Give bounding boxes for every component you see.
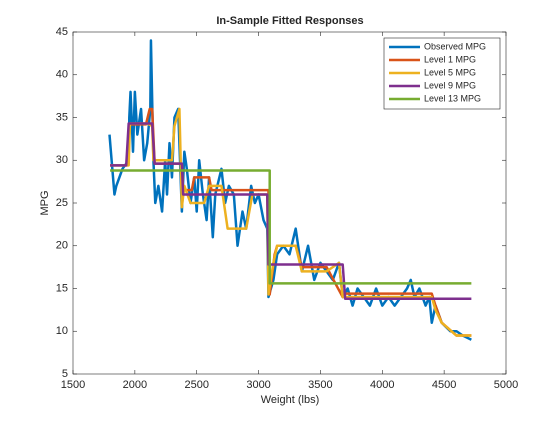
y-tick-label: 35	[56, 111, 68, 123]
data-line	[110, 169, 472, 285]
x-tick-label: 3500	[308, 379, 332, 391]
y-tick-label: 45	[56, 26, 68, 38]
data-line	[110, 122, 472, 301]
legend-label: Observed MPG	[424, 41, 486, 51]
y-tick-label: 40	[56, 69, 68, 81]
legend-label: Level 1 MPG	[424, 54, 476, 64]
x-tick-label: 1500	[61, 379, 85, 391]
y-tick-label: 30	[56, 154, 68, 166]
legend-label: Level 9 MPG	[424, 80, 476, 90]
y-tick-label: 25	[56, 197, 68, 209]
y-axis-label: MPG	[39, 190, 51, 215]
chart-title: In-Sample Fitted Responses	[216, 15, 363, 27]
x-tick-label: 2500	[184, 379, 208, 391]
y-tick-label: 10	[56, 325, 68, 337]
y-tick-label: 20	[56, 240, 68, 252]
y-tick-label: 5	[62, 368, 68, 380]
x-tick-label: 4000	[370, 379, 394, 391]
x-tick-label: 4500	[432, 379, 456, 391]
x-tick-label: 5000	[494, 379, 518, 391]
legend-label: Level 13 MPG	[424, 93, 481, 103]
data-line	[108, 39, 472, 341]
x-tick-label: 3000	[246, 379, 270, 391]
x-axis-label: Weight (lbs)	[261, 394, 319, 406]
y-tick-label: 15	[56, 282, 68, 294]
legend-label: Level 5 MPG	[424, 67, 476, 77]
x-tick-label: 2000	[123, 379, 147, 391]
